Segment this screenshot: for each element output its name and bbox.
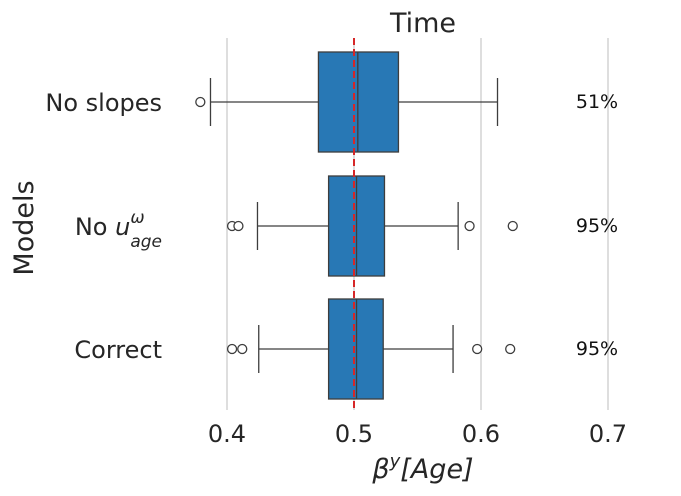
category-label: No uω age [75, 208, 162, 252]
outlier-point [507, 220, 518, 232]
box-group [226, 298, 516, 400]
x-axis-title-sup: y [389, 451, 401, 472]
outlier-point [464, 220, 475, 232]
x-tick-label: 0.5 [335, 420, 373, 448]
y-axis-title: Models [9, 180, 40, 275]
grid-lines [226, 38, 609, 410]
boxes [195, 51, 518, 400]
category-labels: No slopes No uω age Correct [45, 89, 162, 364]
category-label: Correct [74, 336, 162, 364]
outlier-point [237, 343, 248, 355]
category-label-sup: ω [130, 208, 144, 228]
box-group [195, 51, 499, 153]
category-label-sub: age [130, 232, 162, 252]
category-label-var: u [115, 213, 130, 241]
coverage-label: 51% [576, 91, 618, 113]
x-tick-labels: 0.4 0.5 0.6 0.7 [208, 420, 627, 448]
outlier-point [505, 343, 516, 355]
outlier-point [233, 220, 244, 232]
x-axis-title-rest: [Age] [400, 454, 473, 485]
category-label: No slopes [45, 89, 162, 117]
x-tick-label: 0.4 [208, 420, 246, 448]
coverage-label: 95% [576, 215, 618, 237]
chart-title: Time [389, 8, 456, 39]
category-label-text: No [75, 213, 115, 241]
x-axis-title-beta: β [371, 454, 389, 485]
box-group [226, 175, 518, 277]
coverage-label: 95% [576, 338, 618, 360]
outlier-point [226, 343, 238, 355]
x-tick-label: 0.6 [462, 420, 500, 448]
x-axis-title: βy[Age] [371, 451, 473, 485]
x-tick-label: 0.7 [589, 420, 627, 448]
coverage-labels: 51% 95% 95% [576, 91, 618, 360]
outlier-point [195, 96, 206, 108]
outlier-point [472, 343, 483, 355]
